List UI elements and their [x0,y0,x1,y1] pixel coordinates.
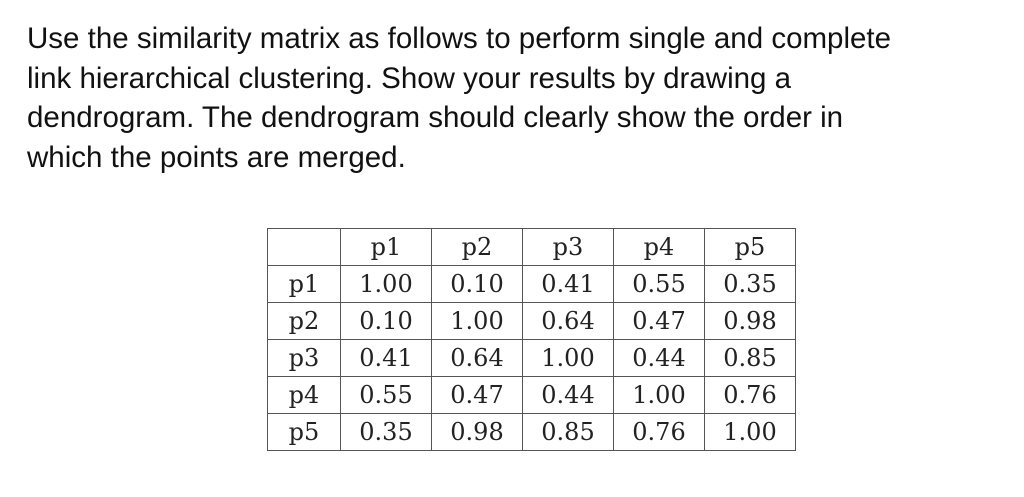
row-header: p4 [267,376,341,414]
table-cell: 0.85 [704,339,796,377]
row-header: p5 [267,413,341,451]
table-row: p3 0.41 0.64 1.00 0.44 0.85 [267,339,796,377]
question-line: which the points are merged. [27,140,406,174]
question-line: dendrogram. The dendrogram should clearl… [27,101,844,134]
question-line: link hierarchical clustering. Show your … [27,61,792,95]
table-cell: 0.76 [704,376,796,414]
table-cell: 1.00 [613,376,705,414]
question-line: Use the similarity matrix as follows to … [27,22,892,55]
table-cell: 0.47 [613,302,705,340]
table-row: p4 0.55 0.47 0.44 1.00 0.76 [267,376,796,414]
table-cell: 1.00 [340,265,432,303]
table-cell: 0.10 [340,302,432,340]
table-cell: 0.64 [522,302,614,340]
table-cell: 0.44 [613,339,705,377]
column-header: p3 [522,228,614,266]
table-cell: 0.44 [522,376,614,414]
table-row: p1 1.00 0.10 0.41 0.55 0.35 [267,265,796,303]
column-header: p1 [340,228,432,266]
table-cell: 1.00 [431,302,523,340]
table-cell: 0.41 [522,265,614,303]
row-header: p1 [267,265,341,303]
table-cell: 0.35 [704,265,796,303]
table-cell: 0.98 [431,413,523,451]
column-header: p2 [431,228,523,266]
table-cell: 0.35 [340,413,432,451]
table-cell: 0.55 [340,376,432,414]
table-cell: 0.98 [704,302,796,340]
row-header: p2 [267,302,341,340]
column-header: p4 [613,228,705,266]
similarity-matrix: p1 p2 p3 p4 p5 p1 1.00 0.10 0.41 0.55 0.35 p2 0… [267,228,796,451]
header-row: p1 p2 p3 p4 p5 [267,228,796,266]
table-row: p5 0.35 0.98 0.85 0.76 1.00 [267,413,796,451]
column-header [267,228,341,266]
table-cell: 0.76 [613,413,705,451]
question-text: Use the similarity matrix as follows to … [27,19,1017,177]
table-row: p2 0.10 1.00 0.64 0.47 0.98 [267,302,796,340]
table-cell: 0.10 [431,265,523,303]
column-header: p5 [704,228,796,266]
table-cell: 1.00 [522,339,614,377]
table-cell: 1.00 [704,413,796,451]
table-cell: 0.85 [522,413,614,451]
table-cell: 0.64 [431,339,523,377]
table-cell: 0.47 [431,376,523,414]
table-cell: 0.41 [340,339,432,377]
row-header: p3 [267,339,341,377]
table-cell: 0.55 [613,265,705,303]
